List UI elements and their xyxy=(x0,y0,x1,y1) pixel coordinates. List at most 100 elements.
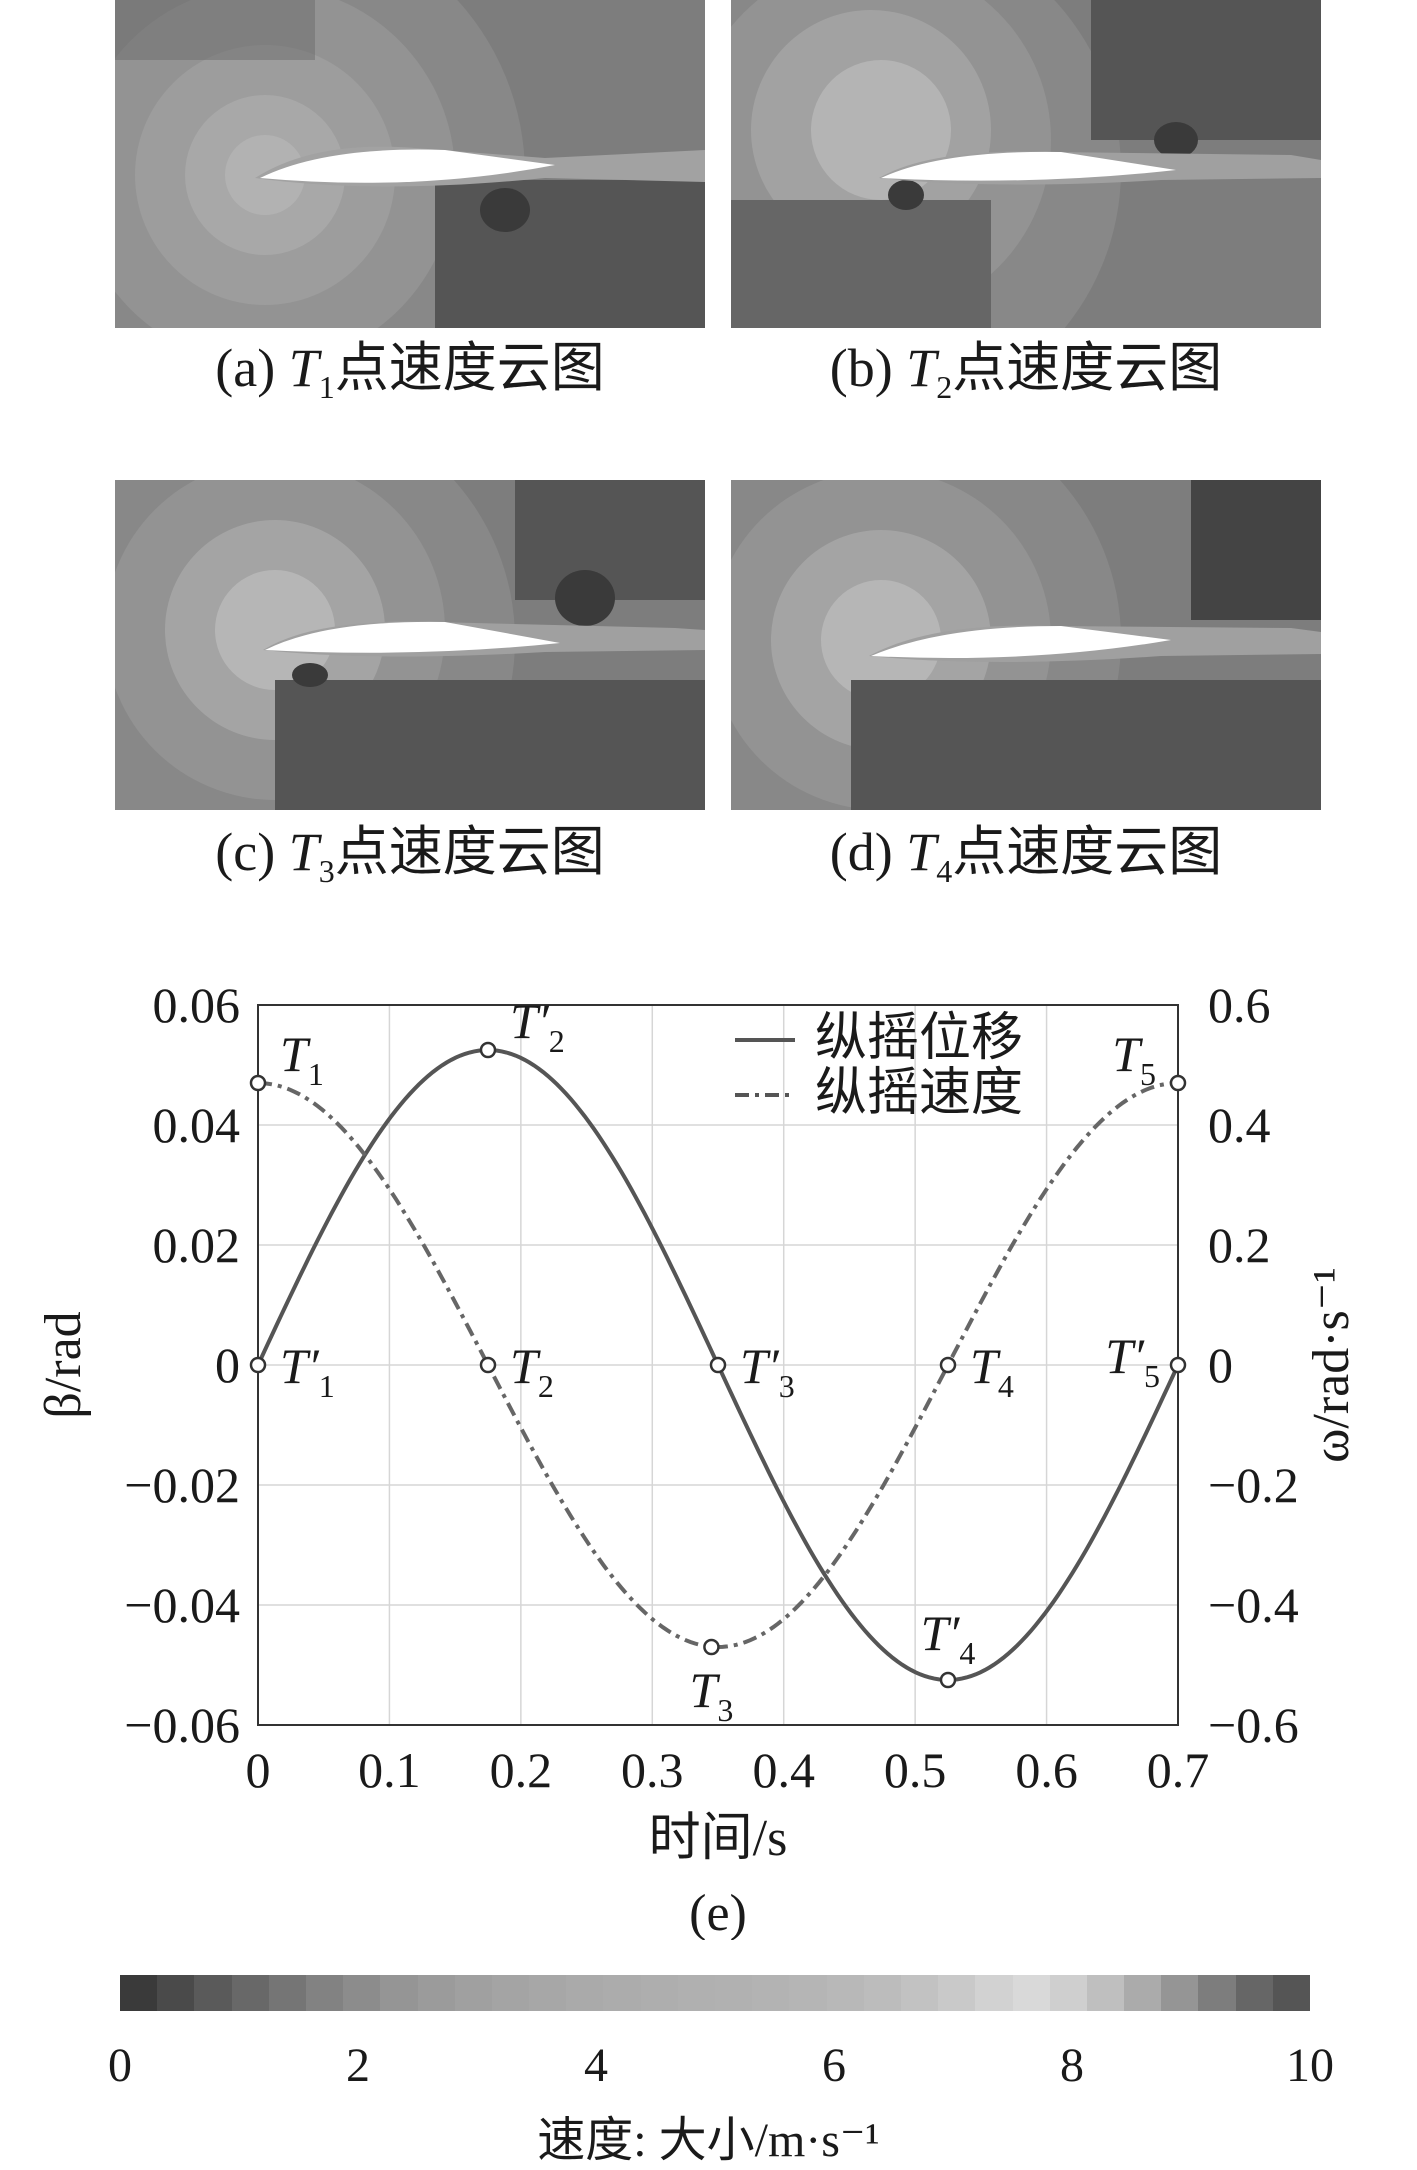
y-right-tick-label: 0.2 xyxy=(1208,1217,1271,1273)
x-tick-label: 0.6 xyxy=(1015,1742,1078,1798)
point-marker xyxy=(249,1356,267,1374)
colorbar-cell xyxy=(975,1975,1013,2011)
colorbar-cell xyxy=(380,1975,418,2011)
velocity-contour-image xyxy=(115,0,705,328)
y-left-axis-label: β/rad xyxy=(35,1311,92,1418)
colorbar-cell xyxy=(454,1975,492,2011)
x-tick-label: 0.3 xyxy=(621,1742,684,1798)
y-left-tick-label: 0.06 xyxy=(153,977,241,1033)
contour-panel-a xyxy=(115,0,705,328)
x-tick-label: 0.5 xyxy=(884,1742,947,1798)
point-marker xyxy=(709,1356,727,1374)
colorbar-cell xyxy=(1272,1975,1310,2011)
x-tick-label: 0 xyxy=(246,1742,271,1798)
point-label: T′1 xyxy=(280,1338,335,1404)
point-label: T′2 xyxy=(510,993,565,1059)
colorbar-cell xyxy=(1235,1975,1273,2011)
colorbar-cell xyxy=(863,1975,901,2011)
colorbar-cell xyxy=(343,1975,381,2011)
contour-panel-b xyxy=(731,0,1321,328)
colorbar-cell xyxy=(1198,1975,1236,2011)
point-label: T5 xyxy=(1112,1026,1156,1092)
x-tick-label: 0.7 xyxy=(1147,1742,1210,1798)
point-label: T′3 xyxy=(740,1338,795,1404)
colorbar-tick-label: 4 xyxy=(584,2039,608,2092)
pitch-chart: 0 0.1 0.2 0.3 0.4 0.5 0.6 0.7 0.06 0.04 0.02 0 −0.02… xyxy=(35,977,1360,1940)
y-left-tick-label: −0.02 xyxy=(124,1457,240,1513)
colorbar-tick-label: 10 xyxy=(1286,2039,1334,2092)
caption-b: (b) T2点速度云图 xyxy=(829,338,1223,405)
y-right-tick-label: 0.4 xyxy=(1208,1097,1271,1153)
point-marker xyxy=(703,1638,720,1656)
colorbar-cell xyxy=(491,1975,530,2011)
point-label: T3 xyxy=(690,1662,734,1728)
colorbar-cell xyxy=(566,1975,604,2011)
colorbar-cell xyxy=(789,1975,827,2011)
x-tick-label: 0.1 xyxy=(358,1742,421,1798)
point-label: T4 xyxy=(970,1338,1014,1404)
point-label: T2 xyxy=(510,1338,554,1404)
colorbar-cell xyxy=(938,1975,976,2011)
caption-a: (a) T1点速度云图 xyxy=(215,338,605,405)
contour-panel-d xyxy=(731,480,1321,810)
colorbar-cell xyxy=(529,1975,567,2011)
colorbar-cell xyxy=(677,1975,715,2011)
point-marker xyxy=(1169,1356,1187,1374)
velocity-contour-image xyxy=(115,480,705,810)
colorbar-tick-label: 2 xyxy=(346,2039,370,2092)
y-left-tick-label: −0.06 xyxy=(124,1697,240,1753)
point-marker xyxy=(479,1356,497,1374)
velocity-contour-image xyxy=(731,480,1321,810)
point-marker xyxy=(1169,1074,1187,1092)
colorbar-cell xyxy=(1124,1975,1162,2011)
colorbar-cell xyxy=(640,1975,678,2011)
colorbar-cell xyxy=(1049,1975,1087,2011)
caption-c: (c) T3点速度云图 xyxy=(215,822,605,889)
colorbar-tick-label: 0 xyxy=(108,2039,132,2092)
colorbar-cell xyxy=(900,1975,939,2011)
colorbar-cell xyxy=(715,1975,753,2011)
y-left-tick-label: 0.04 xyxy=(153,1097,241,1153)
chart-panel-label: (e) xyxy=(689,1885,747,1940)
point-marker xyxy=(939,1671,957,1689)
colorbar-cell xyxy=(826,1975,864,2011)
colorbar-cell xyxy=(194,1975,232,2011)
colorbar-cell xyxy=(752,1975,790,2011)
colorbar-cell xyxy=(305,1975,344,2011)
colorbar-label: 速度: 大小/m·s⁻¹ xyxy=(537,2114,880,2167)
colorbar-cell xyxy=(1086,1975,1125,2011)
colorbar-cell xyxy=(1012,1975,1050,2011)
y-right-tick-label: 0 xyxy=(1208,1337,1233,1393)
y-right-axis-label: ω/rad·s⁻¹ xyxy=(1303,1267,1360,1463)
y-left-tick-label: −0.04 xyxy=(124,1577,240,1633)
point-marker xyxy=(479,1041,497,1059)
x-tick-label: 0.2 xyxy=(490,1742,553,1798)
legend-label: 纵摇速度 xyxy=(815,1065,1023,1122)
y-right-tick-label: 0.6 xyxy=(1208,977,1271,1033)
x-tick-label: 0.4 xyxy=(752,1742,815,1798)
velocity-colorbar xyxy=(120,1975,1310,2011)
y-right-tick-label: −0.4 xyxy=(1208,1577,1299,1633)
colorbar-cell xyxy=(603,1975,641,2011)
point-label: T1 xyxy=(280,1026,324,1092)
colorbar-cell xyxy=(417,1975,455,2011)
y-right-tick-label: −0.2 xyxy=(1208,1457,1299,1513)
colorbar-cell xyxy=(268,1975,306,2011)
point-marker xyxy=(939,1356,957,1374)
colorbar-tick-label: 6 xyxy=(822,2039,846,2092)
y-left-tick-label: 0.02 xyxy=(153,1217,241,1273)
colorbar-tick-label: 8 xyxy=(1060,2039,1084,2092)
velocity-contour-image xyxy=(731,0,1321,328)
colorbar-cell xyxy=(157,1975,195,2011)
y-left-tick-label: 0 xyxy=(215,1337,240,1393)
point-label: T′5 xyxy=(1105,1328,1160,1394)
colorbar-cell xyxy=(231,1975,269,2011)
caption-d: (d) T4点速度云图 xyxy=(829,822,1223,889)
contour-panel-c xyxy=(115,480,705,810)
y-right-tick-label: −0.6 xyxy=(1208,1697,1299,1753)
point-marker xyxy=(249,1074,267,1092)
colorbar-cell xyxy=(120,1975,158,2011)
point-label: T′4 xyxy=(921,1605,976,1671)
legend-label: 纵摇位移 xyxy=(815,1010,1023,1067)
x-axis-label: 时间/s xyxy=(649,1810,788,1867)
